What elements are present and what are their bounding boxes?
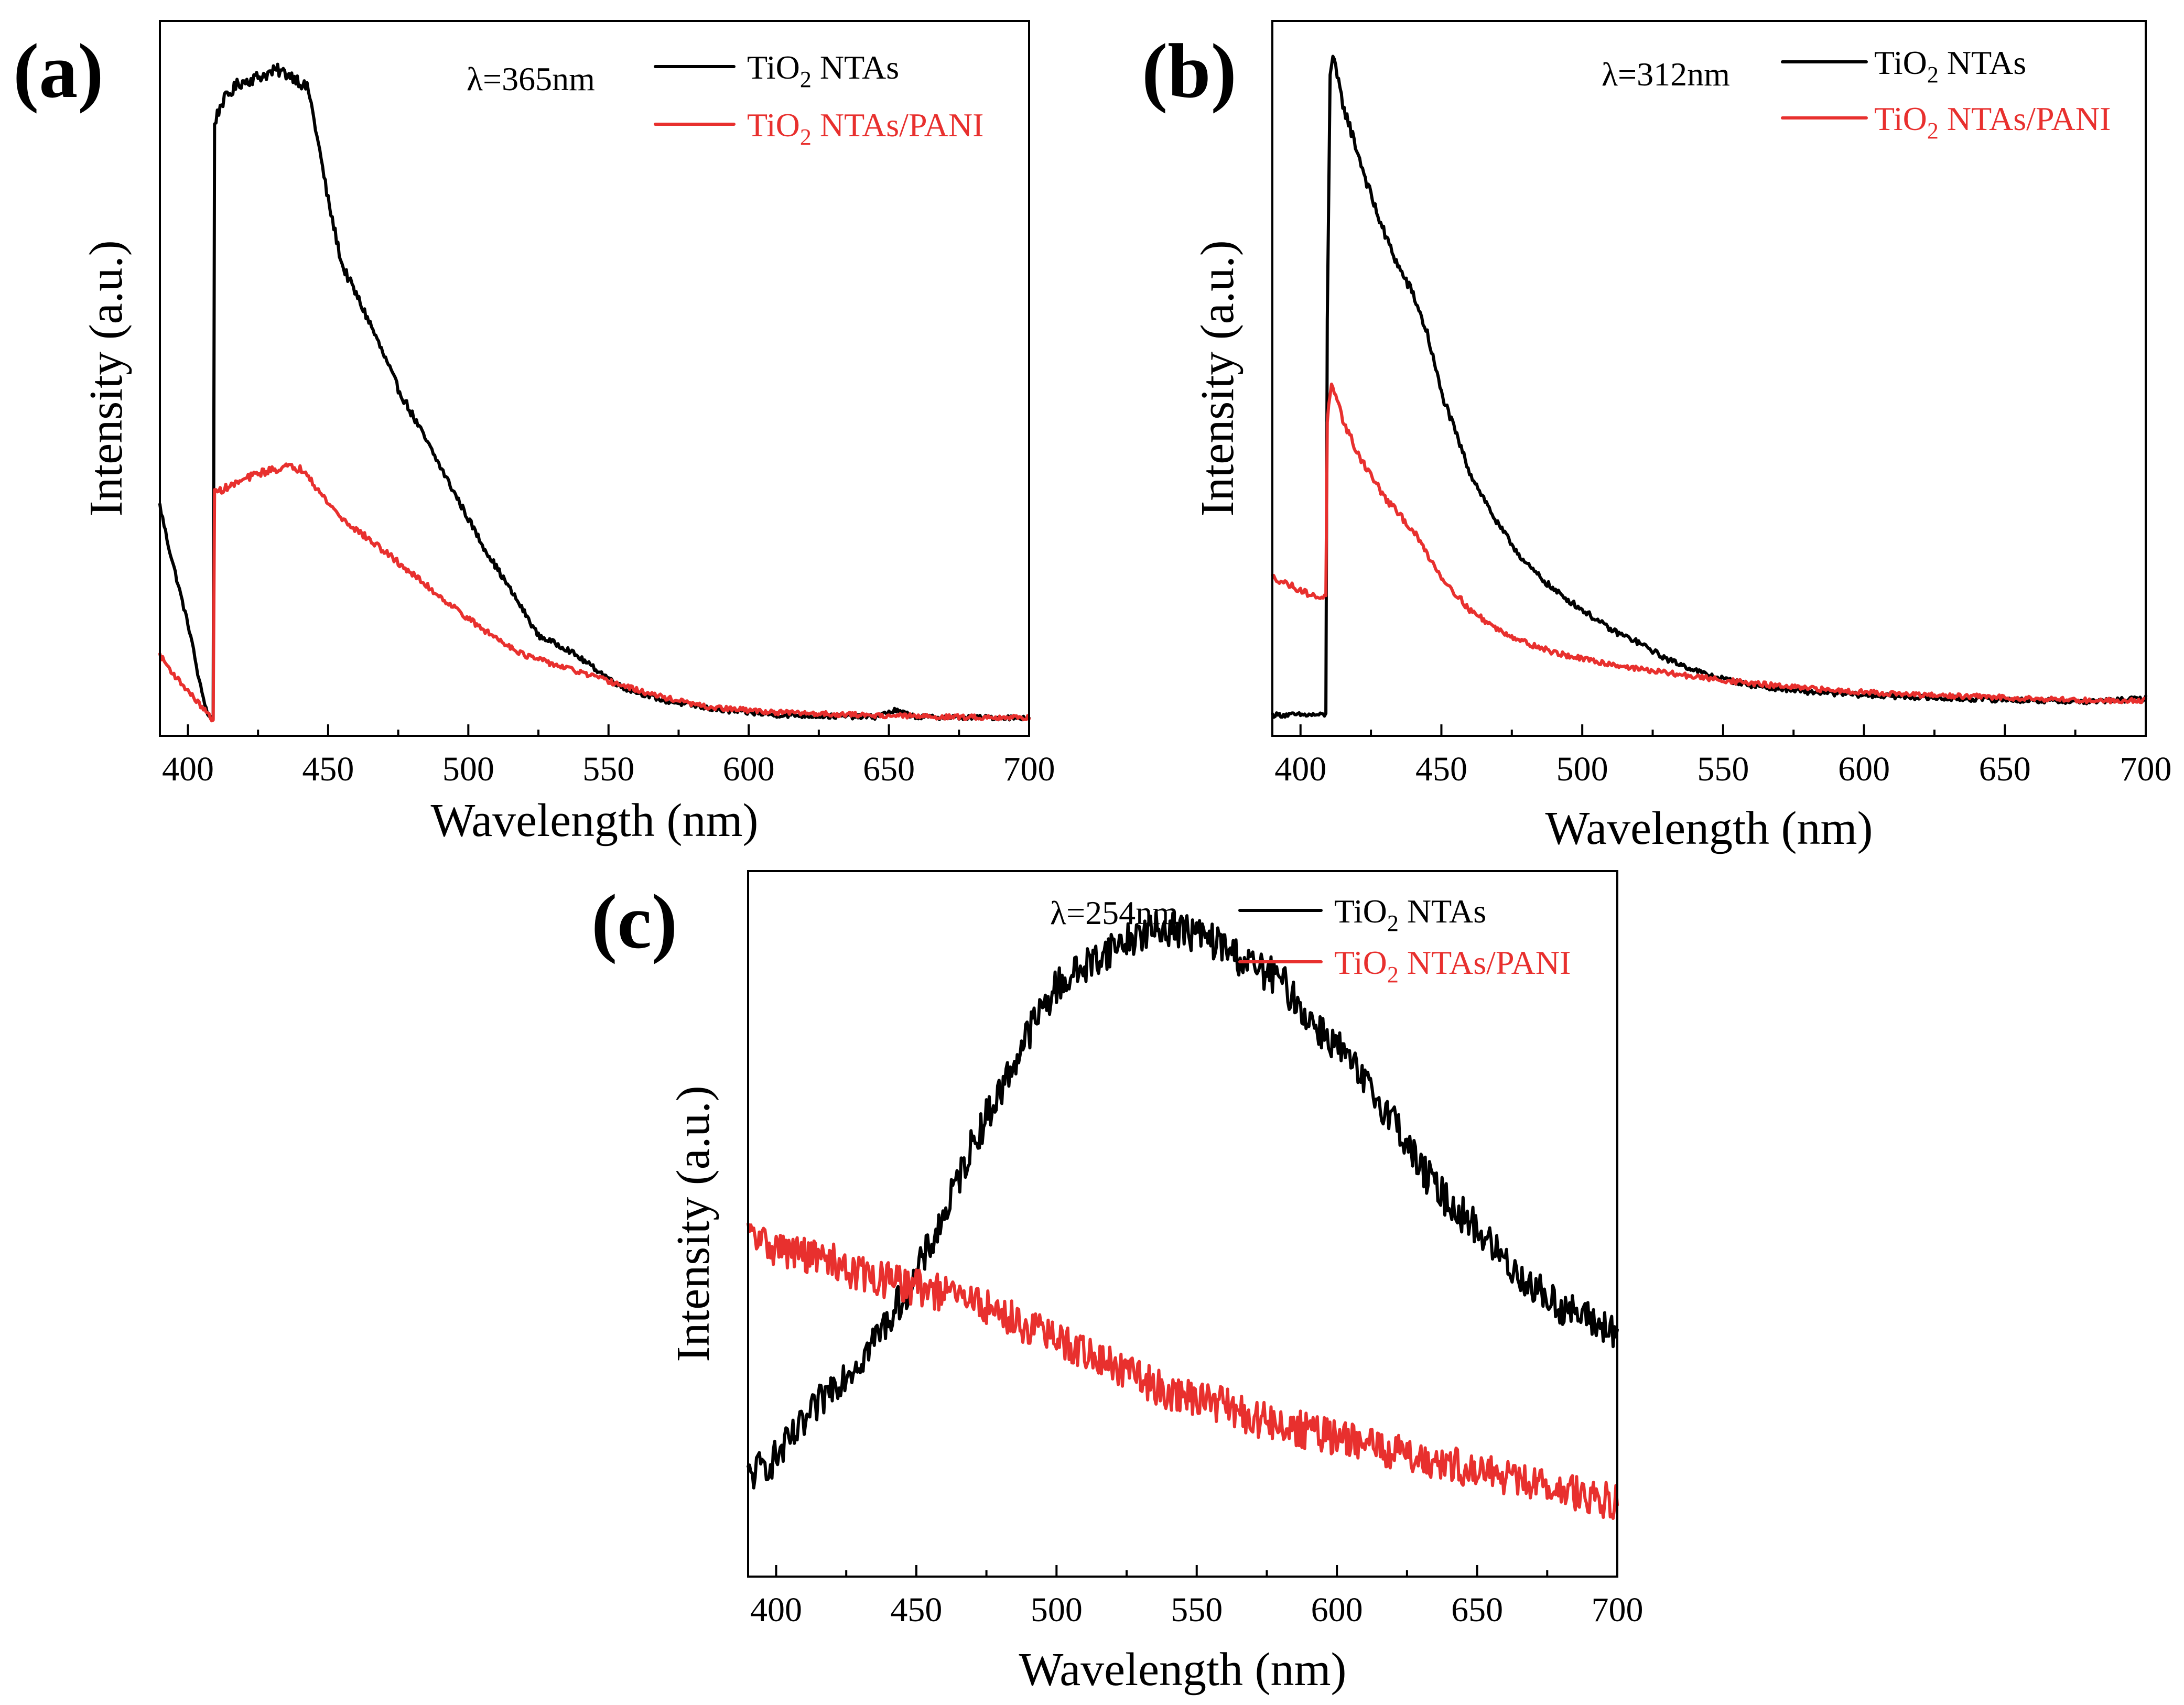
panel-a-series-layer [158, 62, 1031, 723]
panel-c-x-axis-title: Wavelength (nm) [1019, 1644, 1346, 1696]
panel-b-x-tick-label: 450 [1415, 750, 1467, 788]
panel-a-chart: (a) 400 450 500 550 600 650 700 Wavelength (nm… [13, 20, 1055, 846]
panel-a-excitation-label: λ=365nm [467, 60, 595, 97]
panel-c-label: (c) [591, 879, 677, 965]
panel-c-x-tick-label: 550 [1171, 1591, 1223, 1629]
panel-c-series-tio2-ntas-line [747, 910, 1619, 1490]
panel-b-y-axis-title: Intensity (a.u.) [1192, 240, 1244, 516]
panel-c-y-axis-title: Intensity (a.u.) [667, 1085, 719, 1362]
panel-b-x-tick-label: 500 [1556, 750, 1608, 788]
panel-b-x-tick-label: 700 [2120, 750, 2172, 788]
panel-b-x-axis-title: Wavelength (nm) [1545, 802, 1873, 854]
panel-a-x-tick-label: 450 [302, 750, 354, 788]
panel-a-tick-layer: 400 450 500 550 600 650 700 [162, 724, 1055, 788]
panel-c-x-tick-label: 450 [890, 1591, 942, 1629]
panel-a-legend: TiO2 NTAs TiO2 NTAs/PANI [654, 49, 983, 150]
panel-b-legend-label-tio2: TiO2 NTAs [1874, 44, 2026, 88]
panel-c-excitation-label: λ=254nm [1050, 894, 1179, 931]
panel-b-plot-frame [1271, 20, 2147, 737]
panel-b-x-tick-label: 550 [1697, 750, 1749, 788]
panel-b-x-tick-label: 650 [1979, 750, 2031, 788]
panel-a-legend-label-pani: TiO2 NTAs/PANI [747, 106, 983, 150]
panel-c-x-tick-label: 700 [1592, 1591, 1644, 1629]
panel-c-x-tick-label: 500 [1031, 1591, 1083, 1629]
panel-a-x-tick-label: 600 [723, 750, 775, 788]
panel-b-series-layer [1271, 55, 2147, 719]
panel-a-x-tick-label: 500 [442, 750, 494, 788]
panel-c-chart: (c) 400 450 500 550 600 650 700 Wavelength (nm… [591, 870, 1644, 1696]
panel-b-tick-layer: 400 450 500 550 600 650 700 [1274, 724, 2172, 788]
panel-a-series-tio2-ntas-line [158, 62, 1031, 722]
panel-b-legend-label-pani: TiO2 NTAs/PANI [1874, 100, 2111, 144]
panel-c-legend-label-tio2: TiO2 NTAs [1334, 893, 1486, 936]
panel-c-tick-layer: 400 450 500 550 600 650 700 [750, 1565, 1644, 1629]
panel-a-x-tick-label: 700 [1003, 750, 1055, 788]
panel-b-series-tio2-ntas-pani-line [1271, 382, 2147, 704]
panel-a-label: (a) [13, 28, 104, 114]
panel-c-plot-frame [747, 870, 1618, 1578]
panel-b-label: (b) [1142, 28, 1237, 114]
panel-a-x-tick-label: 550 [582, 750, 634, 788]
panel-a-x-tick-label: 400 [162, 750, 214, 788]
panel-b-chart: (b) 400 450 500 550 600 650 700 Wavelength (nm… [1142, 20, 2172, 854]
panel-a-plot-frame [159, 20, 1030, 737]
panel-b-series-tio2-ntas-line [1271, 55, 2147, 719]
panel-c-series-layer [747, 910, 1619, 1520]
panel-c-legend: TiO2 NTAs TiO2 NTAs/PANI [1238, 893, 1571, 987]
panel-c-x-tick-label: 650 [1451, 1591, 1503, 1629]
panel-c-x-tick-label: 400 [750, 1591, 802, 1629]
panel-b-excitation-label: λ=312nm [1602, 56, 1730, 93]
panel-a-legend-label-tio2: TiO2 NTAs [747, 49, 899, 92]
panel-a-x-axis-title: Wavelength (nm) [430, 795, 758, 846]
panel-a-series-tio2-ntas-pani-line [158, 462, 1031, 723]
panel-a-x-tick-label: 650 [863, 750, 915, 788]
panel-a-y-axis-title: Intensity (a.u.) [80, 240, 132, 516]
panel-b-x-tick-label: 600 [1838, 750, 1890, 788]
panel-b-legend: TiO2 NTAs TiO2 NTAs/PANI [1781, 44, 2111, 144]
panel-c-legend-label-pani: TiO2 NTAs/PANI [1334, 944, 1571, 987]
panel-c-x-tick-label: 600 [1311, 1591, 1363, 1629]
panel-b-x-tick-label: 400 [1274, 750, 1326, 788]
panel-c-series-tio2-ntas-pani-line [747, 1222, 1619, 1520]
